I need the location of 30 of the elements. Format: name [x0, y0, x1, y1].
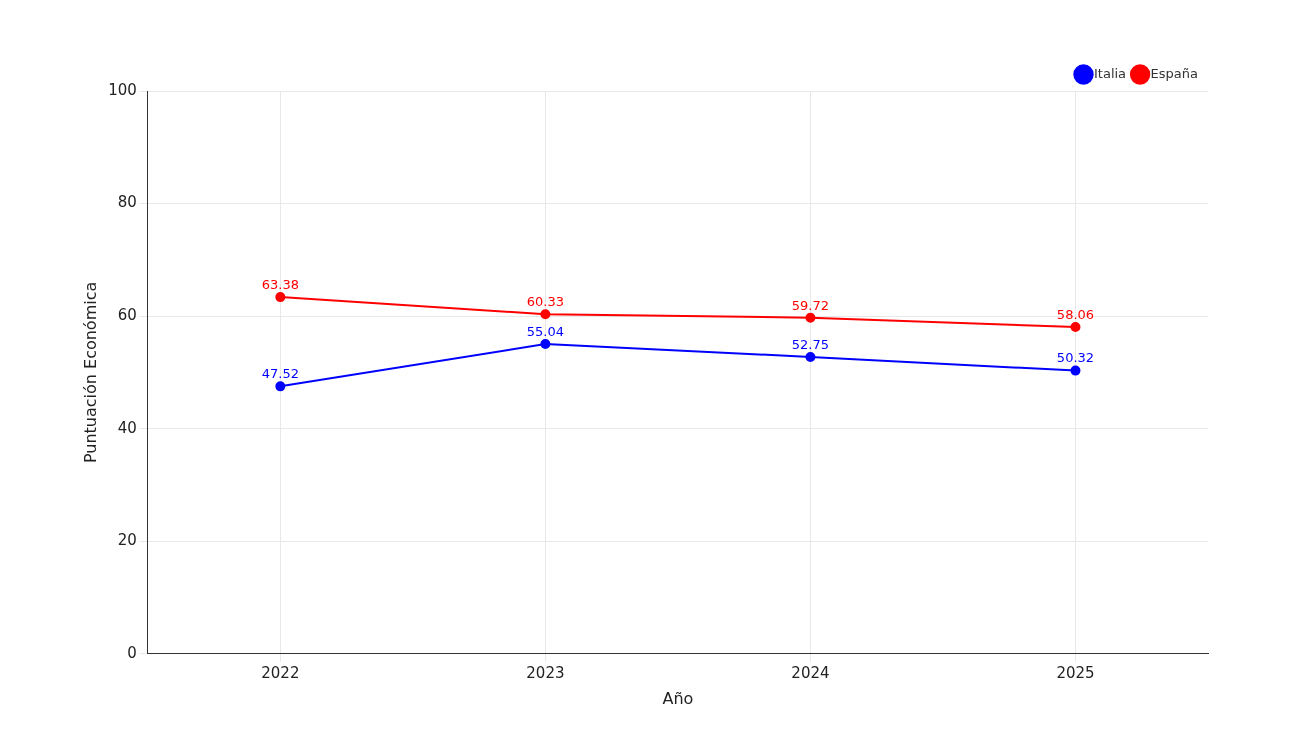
y-tick-label: 40 — [117, 418, 137, 437]
x-tick-label: 2023 — [526, 663, 565, 682]
point — [275, 292, 286, 303]
point — [805, 351, 816, 362]
data-label: 60.33 — [526, 294, 564, 310]
point — [1070, 365, 1081, 376]
point — [540, 339, 551, 350]
x-tick-label: 2024 — [791, 663, 830, 682]
data-label: 55.04 — [526, 323, 564, 339]
point — [1070, 322, 1081, 333]
x-tick-label: 2022 — [261, 663, 300, 682]
y-tick-label: 60 — [117, 306, 137, 325]
data-label: 47.52 — [261, 366, 299, 382]
data-label: 52.75 — [791, 336, 830, 352]
y-tick-label: 20 — [117, 531, 137, 550]
legend-label: España — [1150, 65, 1199, 81]
data-label: 59.72 — [791, 297, 830, 313]
point — [275, 381, 286, 392]
y-tick-label: 100 — [108, 80, 137, 99]
data-label: 50.32 — [1056, 350, 1095, 366]
x-tick-label: 2025 — [1056, 663, 1095, 682]
y-axis-title: Puntuación Económica — [80, 281, 100, 464]
point — [805, 312, 816, 323]
y-tick-label: 0 — [127, 643, 137, 662]
point — [540, 309, 551, 320]
legend-label: Italia — [1094, 65, 1127, 81]
data-label: 58.06 — [1056, 306, 1095, 322]
x-axis-title: Año — [662, 688, 694, 708]
data-label: 63.38 — [261, 276, 299, 292]
y-tick-label: 80 — [117, 193, 137, 212]
